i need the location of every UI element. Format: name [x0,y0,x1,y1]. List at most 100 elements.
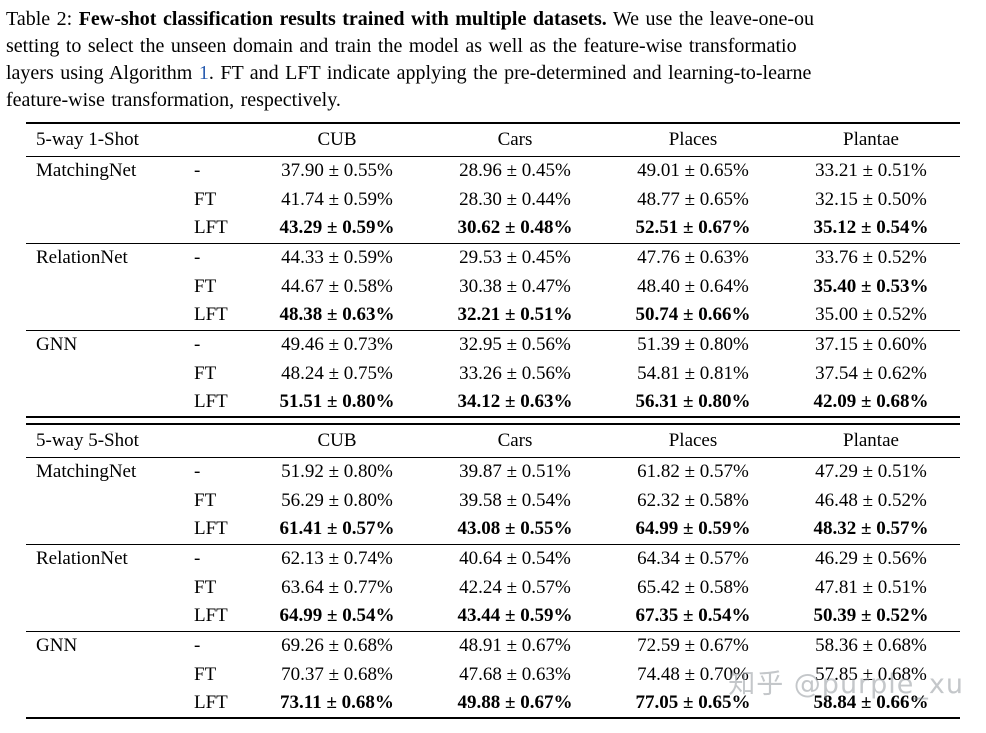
caption-text: setting to select the unseen domain and … [6,35,797,57]
result-value: 65.42 ± 0.58% [637,576,749,598]
variant-label: - [194,159,201,181]
result-value: 33.76 ± 0.52% [815,246,927,268]
result-value: 48.77 ± 0.65% [637,188,749,210]
variant-label: LFT [194,304,228,326]
result-value: 51.92 ± 0.80% [281,460,393,482]
result-value: 48.40 ± 0.64% [637,275,749,297]
method-name [26,272,178,301]
result-value: 62.13 ± 0.74% [281,547,393,569]
result-value: 51.51 ± 0.80% [279,391,395,412]
result-value: 39.58 ± 0.54% [459,489,571,511]
result-value: 43.29 ± 0.59% [279,217,395,239]
method-name: MatchingNet [36,460,137,482]
method-name: GNN [36,333,78,355]
method-group: MatchingNet - 51.92 ± 0.80% 39.87 ± 0.51% 61… [26,457,960,544]
result-value: 49.46 ± 0.73% [281,333,393,355]
variant-label: FT [194,275,217,297]
column-header: Cars [497,429,533,451]
table-row: LFT 48.38 ± 0.63% 32.21 ± 0.51% 50.74 ± 0.6… [26,301,960,330]
method-name: GNN [36,634,78,656]
method-group: MatchingNet - 37.90 ± 0.55% 28.96 ± 0.45% 49… [26,156,960,243]
column-header: Places [668,429,718,451]
caption-text: Table 2: [6,8,79,30]
caption-text: feature-wise transformation, respectivel… [6,89,341,111]
result-value: 35.12 ± 0.54% [813,217,929,239]
result-value: 77.05 ± 0.65% [635,692,751,713]
result-value: 64.34 ± 0.57% [637,547,749,569]
variant-label: LFT [194,518,228,540]
result-value: 62.32 ± 0.58% [637,489,749,511]
result-value: 69.26 ± 0.68% [281,634,393,656]
result-value: 72.59 ± 0.67% [637,634,749,656]
column-header: Plantae [843,128,899,150]
variant-label: FT [194,663,217,685]
results-section-5shot: 5-way 5-Shot CUB Cars Places Plantae Matching… [26,423,986,719]
result-value: 56.31 ± 0.80% [635,391,751,412]
result-value: 57.85 ± 0.68% [815,663,927,685]
method-name [26,602,178,631]
result-value: 35.00 ± 0.52% [815,304,927,326]
column-header: Plantae [843,429,899,451]
caption-line: layers using Algorithm 1. FT and LFT ind… [6,60,986,87]
variant-label: FT [194,576,217,598]
caption-line: Table 2: Few-shot classification results… [6,6,986,33]
variant-label: LFT [194,692,228,713]
table-row: FT 44.67 ± 0.58% 30.38 ± 0.47% 48.40 ± 0.64… [26,272,960,301]
method-name: RelationNet [36,246,128,268]
table-row: FT 48.24 ± 0.75% 33.26 ± 0.56% 54.81 ± 0.81… [26,359,960,388]
results-tables: 5-way 1-Shot CUB Cars Places Plantae Matching… [26,122,986,719]
table-row: LFT 64.99 ± 0.54% 43.44 ± 0.59% 67.35 ± 0.5… [26,602,960,631]
table-row: LFT 43.29 ± 0.59% 30.62 ± 0.48% 52.51 ± 0.6… [26,214,960,243]
result-value: 33.21 ± 0.51% [815,159,927,181]
result-value: 43.44 ± 0.59% [457,605,573,627]
result-value: 37.90 ± 0.55% [281,159,393,181]
method-group: RelationNet - 62.13 ± 0.74% 40.64 ± 0.54% 64… [26,544,960,631]
variant-label: - [194,460,201,482]
result-value: 29.53 ± 0.45% [459,246,571,268]
result-value: 33.26 ± 0.56% [459,362,571,384]
result-value: 64.99 ± 0.54% [279,605,395,627]
result-value: 52.51 ± 0.67% [635,217,751,239]
method-name [26,573,178,602]
result-value: 48.24 ± 0.75% [281,362,393,384]
result-value: 28.96 ± 0.45% [459,159,571,181]
method-name [26,486,178,515]
result-value: 30.38 ± 0.47% [459,275,571,297]
column-header: 5-way 1-Shot [36,128,139,150]
table-row: GNN - 69.26 ± 0.68% 48.91 ± 0.67% 72.59 ± 0.… [26,631,960,660]
column-header: CUB [317,429,357,451]
result-value: 47.76 ± 0.63% [637,246,749,268]
result-value: 46.48 ± 0.52% [815,489,927,511]
result-value: 49.01 ± 0.65% [637,159,749,181]
variant-label: LFT [194,391,228,412]
column-header: Places [668,128,718,150]
result-value: 49.88 ± 0.67% [457,692,573,713]
result-value: 40.64 ± 0.54% [459,547,571,569]
method-group: RelationNet - 44.33 ± 0.59% 29.53 ± 0.45% 47… [26,243,960,330]
result-value: 42.24 ± 0.57% [459,576,571,598]
method-name: MatchingNet [36,159,137,181]
method-name: RelationNet [36,547,128,569]
result-value: 63.64 ± 0.77% [281,576,393,598]
result-value: 50.39 ± 0.52% [813,605,929,627]
result-value: 28.30 ± 0.44% [459,188,571,210]
column-header: CUB [317,128,357,150]
algorithm-ref-link[interactable]: 1 [198,62,209,84]
caption-text: . FT and LFT indicate applying the pre-d… [208,62,812,84]
result-value: 44.67 ± 0.58% [281,275,393,297]
table-caption: Table 2: Few-shot classification results… [0,0,986,122]
result-value: 37.15 ± 0.60% [815,333,927,355]
result-value: 56.29 ± 0.80% [281,489,393,511]
variant-label: FT [194,489,217,511]
results-table: 5-way 5-Shot CUB Cars Places Plantae Matching… [26,423,960,719]
column-header: 5-way 5-Shot [36,429,139,451]
result-value: 58.84 ± 0.66% [813,692,929,713]
table-row: MatchingNet - 51.92 ± 0.80% 39.87 ± 0.51% 61… [26,457,960,486]
result-value: 74.48 ± 0.70% [637,663,749,685]
method-name [26,388,178,417]
result-value: 37.54 ± 0.62% [815,362,927,384]
results-table: 5-way 1-Shot CUB Cars Places Plantae Matching… [26,122,960,418]
table-row: LFT 73.11 ± 0.68% 49.88 ± 0.67% 77.05 ± 0.6… [26,689,960,718]
result-value: 35.40 ± 0.53% [813,275,929,297]
result-value: 54.81 ± 0.81% [637,362,749,384]
